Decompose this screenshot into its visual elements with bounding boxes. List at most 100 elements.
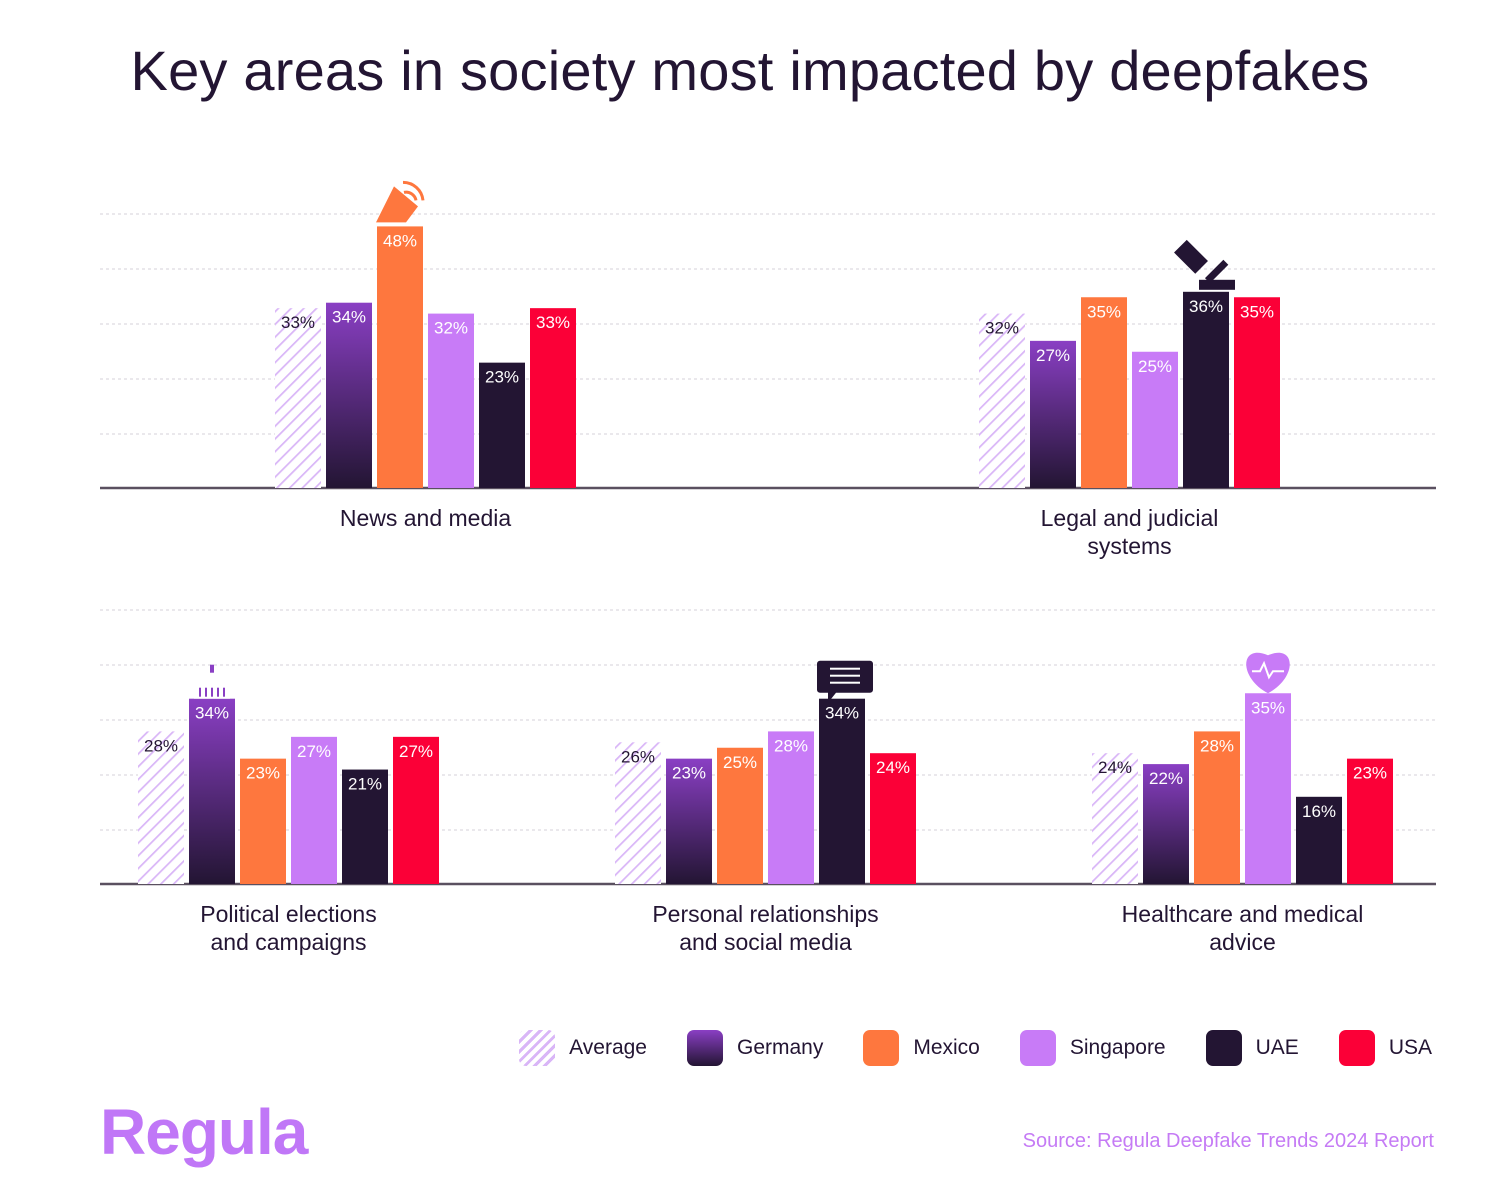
- legend: Average Germany Mexico Singapore UAE USA: [519, 1030, 1432, 1066]
- legend-label: Mexico: [913, 1036, 980, 1059]
- chart-title: Key areas in society most impacted by de…: [130, 39, 1370, 102]
- bar-usa: [870, 753, 916, 884]
- category-label: Healthcare and medical: [1122, 901, 1364, 927]
- bar-value-label: 27%: [1036, 346, 1070, 365]
- panel-3: 26% 23% 25% 28% 34% 24% Personal relationships…: [615, 660, 916, 955]
- bar-average: [275, 308, 321, 488]
- bar-value-label: 48%: [383, 231, 417, 250]
- bar-value-label: 33%: [281, 313, 315, 332]
- bar-value-label: 22%: [1149, 769, 1183, 788]
- bar-usa: [1347, 758, 1393, 884]
- bar-mexico: [1194, 731, 1240, 884]
- category-label: Political elections: [200, 901, 376, 927]
- bar-value-label: 32%: [985, 319, 1019, 338]
- regula-logo: Regula: [100, 1096, 308, 1168]
- bar-value-label: 27%: [399, 742, 433, 761]
- bar-germany: [189, 698, 235, 884]
- bar-value-label: 34%: [825, 704, 859, 723]
- legend-swatch-uae: [1205, 1030, 1242, 1066]
- legend-swatch-usa: [1338, 1030, 1375, 1066]
- bar-value-label: 23%: [485, 368, 519, 387]
- category-label: and social media: [679, 929, 852, 955]
- category-label: Legal and judicial: [1041, 505, 1219, 531]
- bar-germany: [326, 302, 372, 488]
- bar-average: [979, 313, 1025, 488]
- bar-value-label: 24%: [876, 758, 910, 777]
- bar-value-label: 25%: [723, 753, 757, 772]
- bar-value-label: 24%: [1098, 758, 1132, 777]
- legend-label: Germany: [736, 1036, 824, 1059]
- bar-uae: [819, 698, 865, 884]
- bar-value-label: 23%: [246, 764, 280, 783]
- bar-value-label: 28%: [1200, 736, 1234, 755]
- legend-item-usa: USA: [1338, 1030, 1432, 1066]
- heartbeat-icon: [1246, 652, 1290, 694]
- bar-value-label: 34%: [332, 308, 366, 327]
- bar-germany: [666, 758, 712, 884]
- bar-singapore: [428, 313, 474, 488]
- legend-swatch-germany: [686, 1030, 723, 1066]
- bar-value-label: 26%: [621, 747, 655, 766]
- bar-value-label: 16%: [1302, 802, 1336, 821]
- category-label: and campaigns: [211, 929, 367, 955]
- bar-mexico: [377, 226, 423, 488]
- bar-average: [615, 742, 661, 884]
- panel-2: 28% 34% 23% 27% 21% 27% Political electionsand…: [138, 664, 439, 955]
- bar-value-label: 28%: [144, 736, 178, 755]
- category-label: advice: [1209, 929, 1275, 955]
- category-label: News and media: [340, 505, 512, 531]
- capitol-building-icon: [194, 664, 230, 699]
- legend-swatch-singapore: [1019, 1030, 1056, 1066]
- bar-singapore: [768, 731, 814, 884]
- bar-usa: [393, 736, 439, 884]
- bar-usa: [530, 308, 576, 488]
- bar-uae: [479, 362, 525, 488]
- panel-4: 24% 22% 28% 35% 16% 23% Healthcare and medical…: [1092, 652, 1393, 955]
- bar-value-label: 21%: [348, 775, 382, 794]
- legend-label: USA: [1388, 1036, 1432, 1059]
- bar-value-label: 23%: [672, 764, 706, 783]
- bar-value-label: 23%: [1353, 764, 1387, 783]
- bar-value-label: 25%: [1138, 357, 1172, 376]
- bar-singapore: [291, 736, 337, 884]
- panel-0: 33% 34% 48% 32% 23% 33% News and media: [275, 180, 576, 531]
- legend-label: Singapore: [1069, 1036, 1166, 1059]
- bar-value-label: 28%: [774, 736, 808, 755]
- gavel-icon: [1174, 239, 1235, 290]
- bar-average: [1092, 753, 1138, 884]
- bar-value-label: 35%: [1087, 302, 1121, 321]
- bar-mexico: [717, 747, 763, 884]
- bar-uae: [1183, 291, 1229, 488]
- category-label: systems: [1087, 533, 1171, 559]
- legend-swatch-average: [519, 1030, 556, 1066]
- legend-item-singapore: Singapore: [1019, 1030, 1166, 1066]
- bar-value-label: 33%: [536, 313, 570, 332]
- legend-swatch-mexico: [863, 1030, 900, 1066]
- bar-value-label: 34%: [195, 704, 229, 723]
- bar-germany: [1030, 340, 1076, 488]
- bar-uae: [342, 769, 388, 884]
- bar-germany: [1143, 764, 1189, 884]
- legend-item-germany: Germany: [686, 1030, 824, 1066]
- bar-mexico: [240, 758, 286, 884]
- legend-label: UAE: [1255, 1036, 1299, 1059]
- bar-singapore: [1245, 693, 1291, 884]
- bar-uae: [1296, 796, 1342, 884]
- legend-item-mexico: Mexico: [863, 1030, 980, 1066]
- bar-value-label: 36%: [1189, 297, 1223, 316]
- legend-item-uae: UAE: [1205, 1030, 1299, 1066]
- bar-average: [138, 731, 184, 884]
- bar-usa: [1234, 297, 1280, 488]
- panel-1: 32% 27% 35% 25% 36% 35% Legal and judicialsyst…: [979, 239, 1280, 559]
- source-note: Source: Regula Deepfake Trends 2024 Repo…: [1022, 1130, 1434, 1152]
- category-label: Personal relationships: [652, 901, 878, 927]
- legend-item-average: Average: [519, 1030, 647, 1066]
- bar-value-label: 35%: [1251, 698, 1285, 717]
- bar-value-label: 35%: [1240, 302, 1274, 321]
- bar-mexico: [1081, 297, 1127, 488]
- legend-label: Average: [569, 1036, 647, 1059]
- chat-bubble-icon: [817, 660, 873, 703]
- satellite-dish-icon: [376, 180, 425, 223]
- bar-value-label: 32%: [434, 319, 468, 338]
